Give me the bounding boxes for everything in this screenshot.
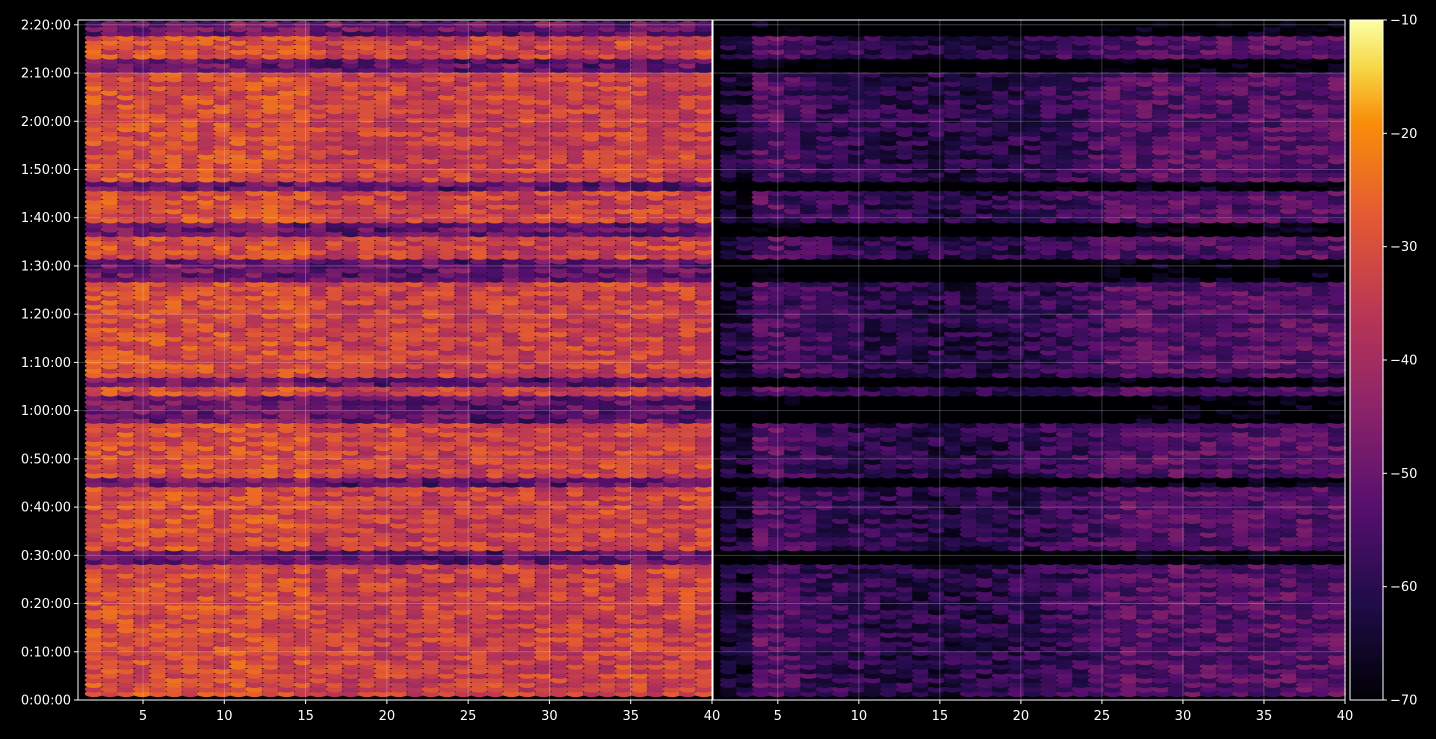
y-tick-label: 0:00:00 — [21, 694, 71, 709]
heatmap-panel-right — [713, 20, 1347, 700]
x-axis-ticks: 5 10 15 20 25 30 35 40 5 10 15 20 25 30 35 40 — [139, 700, 1353, 724]
y-tick-label: 1:40:00 — [21, 211, 71, 226]
y-tick-label: 1:10:00 — [21, 356, 71, 371]
y-tick-label: 2:10:00 — [21, 67, 71, 82]
axes-frames — [77, 19, 1346, 701]
y-tick-label: 1:00:00 — [21, 404, 71, 419]
x-tick-label: 40 — [1337, 709, 1354, 724]
colorbar-tick-label: −30 — [1390, 240, 1417, 255]
y-tick-label: 0:30:00 — [21, 549, 71, 564]
x-tick-label: 15 — [297, 709, 314, 724]
colorbar: −10 −20 −30 −40 −50 −60 −70 — [1349, 14, 1417, 709]
y-tick-label: 1:20:00 — [21, 308, 71, 323]
colorbar-tick-label: −70 — [1390, 694, 1417, 709]
x-tick-label: 20 — [1013, 709, 1030, 724]
x-tick-label: 30 — [1175, 709, 1192, 724]
x-tick-label: 5 — [139, 709, 147, 724]
y-tick-label: 0:40:00 — [21, 501, 71, 516]
colorbar-tick-label: −40 — [1390, 354, 1417, 369]
x-tick-label: 5 — [774, 709, 782, 724]
x-tick-label: 10 — [851, 709, 868, 724]
x-tick-label: 25 — [460, 709, 477, 724]
x-tick-label: 25 — [1094, 709, 1111, 724]
colorbar-tick-label: −20 — [1390, 127, 1417, 142]
heatmap-panel-left — [78, 20, 714, 700]
colorbar-tick-label: −60 — [1390, 580, 1417, 595]
x-tick-label: 40 — [704, 709, 721, 724]
x-tick-label: 10 — [216, 709, 233, 724]
y-tick-label: 0:10:00 — [21, 645, 71, 660]
y-axis-ticks: 0:00:00 0:10:00 0:20:00 0:30:00 0:40:00 0:50:… — [21, 18, 78, 709]
y-tick-label: 0:20:00 — [21, 597, 71, 612]
y-tick-label: 0:50:00 — [21, 452, 71, 467]
y-tick-label: 1:50:00 — [21, 163, 71, 178]
y-tick-label: 2:00:00 — [21, 115, 71, 130]
colorbar-gradient — [1349, 19, 1384, 701]
x-tick-label: 35 — [1256, 709, 1273, 724]
x-tick-label: 15 — [932, 709, 949, 724]
x-tick-label: 35 — [622, 709, 639, 724]
colorbar-tick-label: −10 — [1390, 14, 1417, 29]
y-tick-label: 2:20:00 — [21, 18, 71, 33]
colorbar-tick-label: −50 — [1390, 467, 1417, 482]
y-tick-label: 1:30:00 — [21, 259, 71, 274]
x-tick-label: 30 — [541, 709, 558, 724]
x-tick-label: 20 — [379, 709, 396, 724]
